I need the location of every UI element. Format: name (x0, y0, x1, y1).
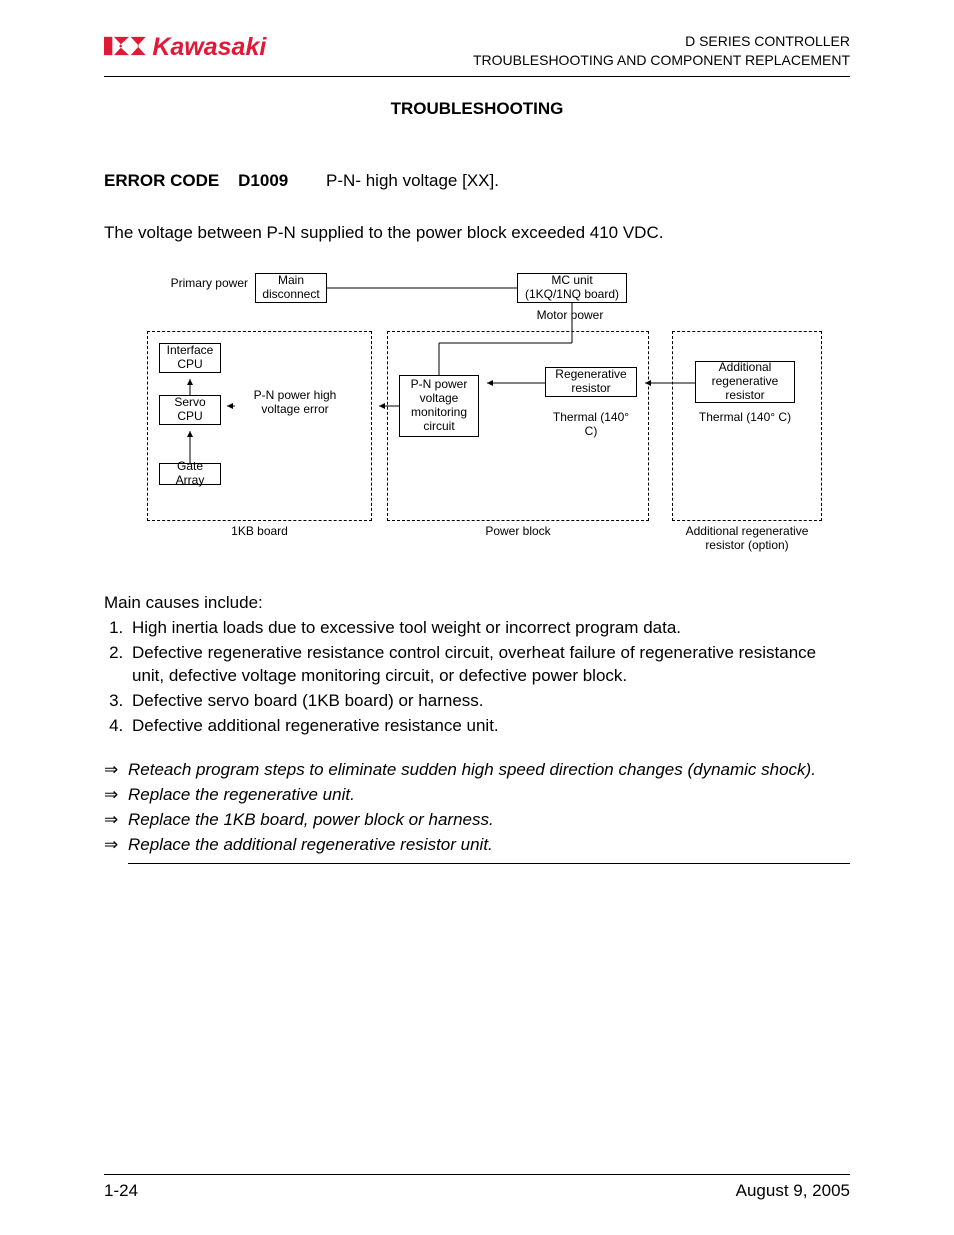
label-pn-error: P-N power high voltage error (235, 389, 355, 417)
cause-item: Defective servo board (1KB board) or har… (128, 690, 850, 713)
page-number: 1-24 (104, 1181, 138, 1201)
error-label: ERROR CODE (104, 171, 219, 190)
action-item: Replace the additional regenerative resi… (128, 834, 493, 857)
page-date: August 9, 2005 (736, 1181, 850, 1201)
box-interface-cpu: Interface CPU (159, 343, 221, 373)
cause-item: Defective additional regenerative resist… (128, 715, 850, 738)
arrow-icon: ⇒ (104, 784, 128, 807)
section-divider (128, 863, 850, 864)
header-line-1: D SERIES CONTROLLER (473, 32, 850, 51)
label-thermal: Thermal (140° C) (545, 411, 637, 439)
cause-item: High inertia loads due to excessive tool… (128, 617, 850, 640)
section-title: TROUBLESHOOTING (104, 99, 850, 119)
page-header: Kawasaki D SERIES CONTROLLER TROUBLESHOO… (104, 30, 850, 77)
box-servo-cpu: Servo CPU (159, 395, 221, 425)
cause-item: Defective regenerative resistance contro… (128, 642, 850, 688)
actions-list: ⇒Reteach program steps to eliminate sudd… (104, 759, 850, 864)
error-code-line: ERROR CODE D1009 P-N- high voltage [XX]. (104, 171, 850, 191)
action-item: Replace the 1KB board, power block or ha… (128, 809, 494, 832)
caption-addl-regen: Additional regenerative resistor (option… (672, 525, 822, 553)
caption-power-block: Power block (387, 525, 649, 539)
error-code: D1009 (224, 171, 288, 190)
box-add-regen: Additional regenerative resistor (695, 361, 795, 403)
arrow-icon: ⇒ (104, 759, 128, 782)
box-main-disconnect: Main disconnect (255, 273, 327, 303)
box-gate-array: Gate Array (159, 463, 221, 485)
page-footer: 1-24 August 9, 2005 (104, 1174, 850, 1201)
header-line-2: TROUBLESHOOTING AND COMPONENT REPLACEMEN… (473, 51, 850, 70)
causes-list: High inertia loads due to excessive tool… (104, 617, 850, 738)
error-description: The voltage between P-N supplied to the … (104, 223, 850, 243)
action-item: Reteach program steps to eliminate sudde… (128, 759, 816, 782)
arrow-icon: ⇒ (104, 809, 128, 832)
error-message: P-N- high voltage [XX]. (326, 171, 499, 190)
box-mc-unit: MC unit (1KQ/1NQ board) (517, 273, 627, 303)
arrow-icon: ⇒ (104, 834, 128, 857)
label-motor-power: Motor power (525, 309, 615, 323)
label-add-thermal: Thermal (140° C) (695, 411, 795, 425)
causes-heading: Main causes include: (104, 593, 850, 613)
label-primary-power: Primary power (160, 277, 248, 291)
box-pn-monitor: P-N power voltage monitoring circuit (399, 375, 479, 437)
brand-logo: Kawasaki (104, 30, 354, 62)
action-item: Replace the regenerative unit. (128, 784, 355, 807)
block-diagram: Primary power Main disconnect MC unit (1… (127, 273, 827, 563)
box-regen-resistor: Regenerative resistor (545, 367, 637, 397)
caption-1kb: 1KB board (147, 525, 372, 539)
logo-text: Kawasaki (152, 33, 267, 61)
